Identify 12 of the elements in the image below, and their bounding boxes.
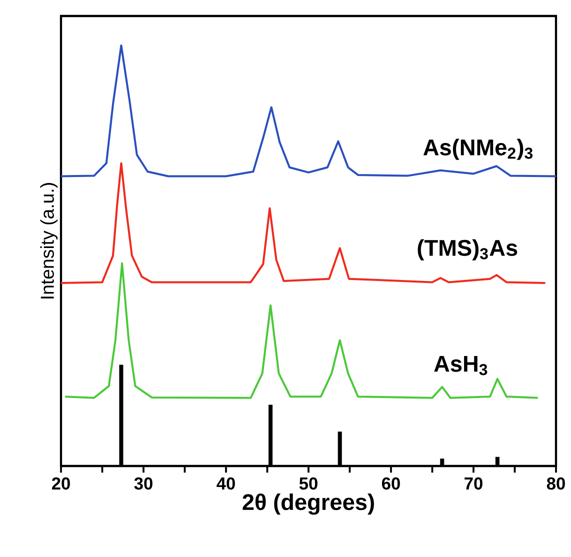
- x-tick-label: 50: [299, 477, 318, 490]
- x-tick-label: 20: [52, 477, 70, 490]
- series-label: As(NMe$_{2}$)$_{3}$: [423, 138, 533, 160]
- x-tick-label: 40: [216, 477, 235, 490]
- x-tick-label: 30: [134, 477, 152, 490]
- series-label: (TMS)$_{3}$As: [418, 239, 518, 260]
- x-axis-title: 2θ (degrees): [242, 494, 374, 515]
- y-axis-title: Intensity (a.u.): [40, 183, 58, 298]
- x-tick-label: 80: [546, 477, 565, 490]
- x-tick-label: 60: [382, 477, 400, 490]
- series-label: AsH$_{3}$: [434, 356, 488, 376]
- x-tick-label: 70: [464, 477, 482, 490]
